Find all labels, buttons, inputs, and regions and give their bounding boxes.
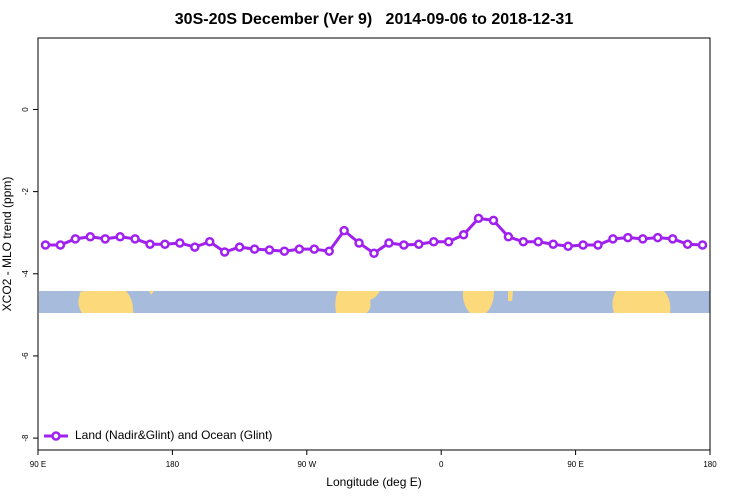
point [548, 239, 558, 249]
point [399, 240, 409, 250]
land [149, 291, 154, 295]
land [335, 291, 380, 313]
point [369, 248, 379, 258]
point [667, 234, 678, 244]
x-tick-label: 90 W [297, 460, 316, 469]
point [533, 236, 544, 247]
point [175, 238, 185, 248]
x-tick-label: 0 [439, 460, 444, 469]
plot-frame [37, 37, 711, 451]
point [458, 230, 469, 240]
series-line [45, 216, 703, 256]
land [612, 291, 671, 313]
point [697, 240, 708, 250]
point [384, 238, 394, 248]
point [608, 234, 618, 244]
point [623, 232, 633, 243]
point [428, 236, 439, 247]
point [279, 246, 290, 256]
point [563, 241, 573, 252]
point [638, 234, 648, 244]
x-tick-label: 90 E [567, 460, 583, 469]
point [160, 239, 170, 249]
y-tick-label: -4 [21, 270, 30, 278]
point [130, 234, 140, 244]
land [508, 291, 513, 301]
x-tick-label: 90 E [30, 460, 46, 469]
point [100, 234, 110, 244]
point [115, 232, 125, 242]
point [578, 240, 588, 250]
land [78, 291, 134, 313]
point [443, 236, 454, 247]
point [503, 232, 514, 242]
y-tick-label: -6 [21, 352, 30, 360]
legend-marker [51, 431, 61, 441]
point [204, 236, 215, 247]
y-tick-label: 0 [21, 107, 30, 112]
point [234, 242, 245, 252]
point [414, 239, 424, 249]
x-tick-label: 180 [703, 460, 717, 469]
x-tick-label: 180 [166, 460, 180, 469]
chart-title: 30S-20S December (Ver 9) 2014-09-06 to 2… [175, 11, 574, 28]
x-axis-label: Longitude (deg E) [326, 475, 421, 489]
ocean-band [39, 291, 710, 313]
point [593, 240, 603, 250]
point [264, 245, 275, 255]
land [462, 291, 494, 313]
point [219, 247, 230, 257]
y-axis-label: XCO2 - MLO trend (ppm) [0, 177, 14, 312]
point [652, 232, 663, 243]
point [145, 239, 155, 249]
point [70, 234, 81, 244]
point [294, 244, 305, 254]
point [518, 236, 529, 247]
point [682, 239, 693, 249]
land-ocean-map [39, 291, 710, 313]
point [85, 232, 96, 242]
y-tick-label: -8 [21, 434, 30, 442]
point [339, 225, 349, 236]
legend-label: Land (Nadir&Glint) and Ocean (Glint) [75, 428, 272, 442]
y-tick-label: -2 [21, 188, 30, 196]
point [40, 240, 51, 250]
point [55, 240, 66, 250]
point [249, 244, 260, 254]
point [354, 238, 364, 248]
point [190, 242, 200, 252]
point [473, 213, 484, 224]
point [488, 215, 499, 226]
point [324, 246, 334, 256]
point [309, 244, 320, 254]
